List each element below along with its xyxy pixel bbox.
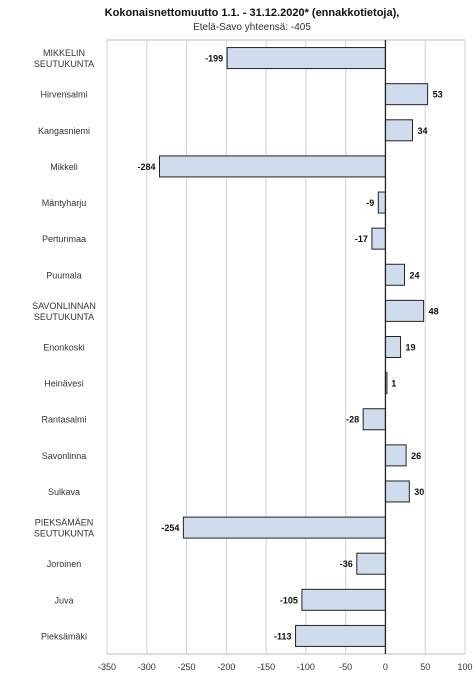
bar: [356, 552, 386, 575]
category-label: Juva: [54, 595, 73, 605]
data-label: 1: [391, 379, 396, 389]
category-label: Sulkava: [48, 487, 80, 497]
bar: [362, 408, 386, 431]
data-label: 34: [417, 126, 427, 136]
category-label: Heinävesi: [44, 379, 84, 389]
data-label: -9: [366, 198, 374, 208]
data-label: -28: [346, 415, 359, 425]
data-label: -36: [340, 559, 353, 569]
bar: [295, 624, 386, 647]
data-label: -105: [280, 595, 298, 605]
bar: [384, 119, 413, 142]
data-label: -284: [137, 162, 155, 172]
bar: [371, 227, 386, 250]
data-label: 48: [429, 306, 439, 316]
category-label: PIEKSÄMÄEN SEUTUKUNTA: [34, 518, 94, 539]
data-label: -17: [355, 234, 368, 244]
category-label: Pertunmaa: [42, 234, 86, 244]
category-label: MIKKELIN SEUTUKUNTA: [34, 48, 94, 69]
x-tick-label: -200: [217, 662, 235, 672]
x-tick-label: -50: [339, 662, 352, 672]
data-label: -254: [161, 523, 179, 533]
chart-subtitle: Etelä-Savo yhteensä: -405: [193, 22, 311, 33]
x-tick-label: 50: [420, 662, 430, 672]
x-tick-label: 100: [457, 662, 472, 672]
category-label: Rantasalmi: [41, 415, 86, 425]
bar: [384, 83, 429, 106]
category-label: Mikkeli: [50, 162, 78, 172]
category-label: Kangasniemi: [38, 126, 90, 136]
data-label: -199: [205, 54, 223, 64]
category-label: SAVONLINNAN SEUTUKUNTA: [32, 301, 96, 322]
category-label: Mäntyharju: [42, 198, 87, 208]
x-tick-label: -250: [178, 662, 196, 672]
category-label: Joroinen: [47, 559, 82, 569]
x-tick-label: -300: [138, 662, 156, 672]
data-label: -113: [274, 631, 292, 641]
category-label: Pieksämäki: [41, 631, 87, 641]
x-tick-label: -150: [257, 662, 275, 672]
data-label: 30: [414, 487, 424, 497]
bar: [226, 47, 386, 70]
bar: [159, 155, 386, 178]
bar: [301, 588, 386, 611]
bar: [384, 299, 425, 322]
category-label: Hirvensalmi: [40, 90, 87, 100]
x-tick-label: -100: [297, 662, 315, 672]
data-label: 53: [433, 90, 443, 100]
chart-title: Kokonaisnettomuutto 1.1. - 31.12.2020* (…: [104, 7, 400, 19]
bar: [384, 480, 410, 503]
x-tick-label: 0: [383, 662, 388, 672]
bar: [384, 336, 402, 358]
bar: [377, 191, 386, 214]
data-label: 26: [411, 451, 421, 461]
category-label: Savonlinna: [42, 451, 87, 461]
bar: [384, 444, 407, 467]
data-label: 24: [410, 270, 420, 280]
bar: [384, 263, 406, 286]
bar: [182, 516, 386, 539]
x-tick-label: -350: [98, 662, 116, 672]
data-label: 19: [406, 343, 416, 353]
category-label: Enonkoski: [43, 343, 85, 353]
category-label: Puumala: [46, 270, 82, 280]
